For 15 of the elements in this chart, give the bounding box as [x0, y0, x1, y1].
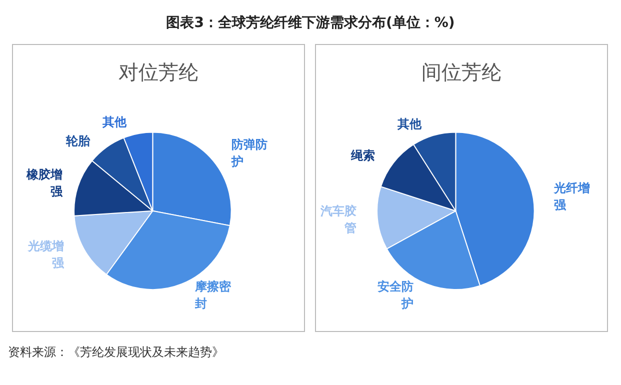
slice-label: 光纤增强	[553, 181, 590, 212]
slice-label: 轮胎	[65, 134, 92, 148]
text: 图表3：全球芳纶纤维下游需求分布(单位：%)	[165, 14, 456, 33]
slice-label: 防弹防护	[230, 138, 268, 169]
slice-label: 摩擦密封	[194, 280, 232, 311]
text: 资料来源：《芳纶发展现状及未来趋势》	[8, 344, 225, 361]
chart-subtitle: 间位芳纶	[422, 60, 502, 84]
slice-label: 安全防护	[377, 280, 414, 311]
slice-label: 其他	[102, 114, 128, 129]
slice-label: 橡胶增强	[25, 167, 64, 198]
slice-label: 其他	[396, 116, 422, 131]
slice-label: 汽车胶管	[319, 204, 356, 235]
chart-subtitle: 对位芳纶	[118, 60, 198, 84]
slice-label: 绳索	[350, 148, 376, 162]
slice-label: 光缆增强	[27, 239, 66, 270]
